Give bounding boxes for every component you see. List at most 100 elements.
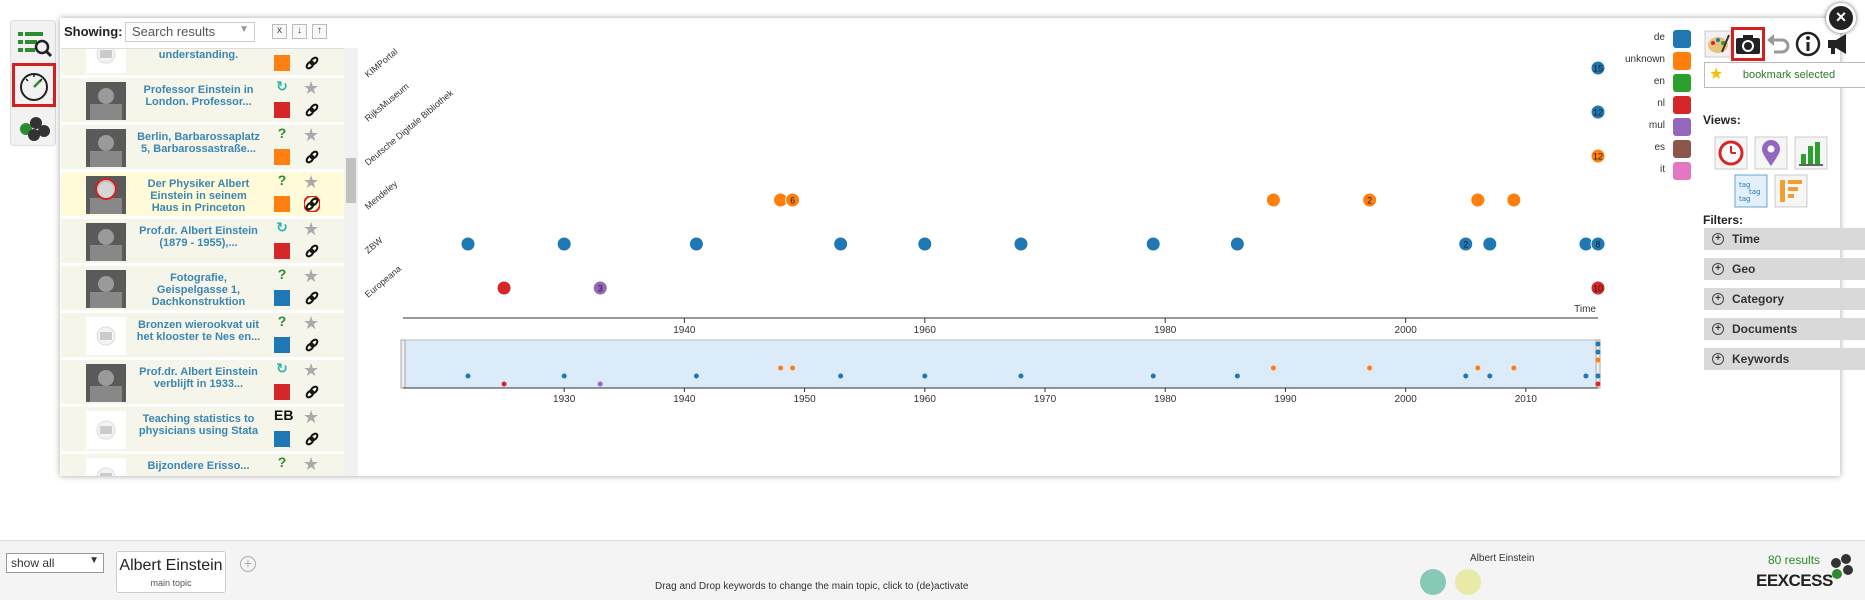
bookmark-star-icon[interactable]: ★ (303, 407, 320, 427)
clear-button[interactable]: x (272, 24, 287, 39)
geo-view-icon[interactable] (1754, 136, 1788, 170)
data-point[interactable] (917, 236, 933, 252)
info-icon[interactable] (1794, 30, 1822, 58)
result-title[interactable]: Bijzondere Erisso... (147, 460, 250, 472)
undo-icon[interactable] (1764, 30, 1792, 58)
show-all-select[interactable]: show all ▼ (6, 553, 104, 573)
result-title[interactable]: Prof.dr. Albert Einstein (1879 - 1955),.… (139, 225, 258, 249)
bookmark-star-icon[interactable]: ★ (303, 219, 320, 239)
result-title[interactable]: Fotografie, Geispelgasse 1, Dachkonstruk… (151, 272, 246, 308)
data-point[interactable] (1458, 236, 1474, 252)
result-title[interactable]: Professor Einstein in London. Professor.… (143, 84, 254, 108)
link-icon[interactable] (304, 337, 320, 353)
megaphone-icon[interactable] (1824, 30, 1852, 58)
result-title[interactable]: Berlin, Barbarossaplatz 5, Barbarossastr… (137, 131, 260, 155)
link-icon[interactable] (304, 243, 320, 259)
result-row[interactable]: Teaching statistics to physicians using … (61, 407, 344, 453)
legend-item[interactable]: mul (1600, 118, 1695, 140)
legend-item[interactable]: nl (1600, 96, 1695, 118)
result-row[interactable]: A plea for international understanding.?… (61, 49, 344, 77)
link-icon[interactable] (304, 149, 320, 165)
bookmark-star-icon[interactable]: ★ (303, 125, 320, 145)
main-topic-card[interactable]: Albert Einstein main topic (116, 551, 226, 593)
result-row[interactable]: Prof.dr. Albert Einstein (1879 - 1955),.… (61, 219, 344, 265)
add-topic-button[interactable]: + (240, 556, 256, 572)
camera-icon[interactable] (1731, 27, 1765, 61)
bookmark-star-icon[interactable]: ★ (303, 360, 320, 380)
brush-handle-left[interactable] (400, 339, 406, 389)
result-row[interactable]: Professor Einstein in London. Professor.… (61, 78, 344, 124)
showing-select[interactable]: Search results ▼ (125, 22, 255, 42)
ranking-view-icon[interactable] (1774, 174, 1808, 208)
filter-category[interactable]: + Category (1704, 288, 1865, 310)
filter-time[interactable]: + Time (1704, 228, 1865, 250)
data-point[interactable] (1590, 280, 1606, 296)
list-scrollbar-thumb[interactable] (346, 158, 356, 203)
link-icon[interactable] (304, 431, 320, 447)
result-title[interactable]: A plea for international understanding. (158, 49, 239, 61)
search-results-icon[interactable] (14, 24, 54, 64)
result-title[interactable]: Teaching statistics to physicians using … (138, 413, 259, 437)
timeline-view-icon[interactable] (1714, 136, 1748, 170)
data-point[interactable] (785, 192, 801, 208)
result-row[interactable]: Fotografie, Geispelgasse 1, Dachkonstruk… (61, 266, 344, 312)
result-title[interactable]: Der Physiker Albert Einstein in seinem H… (147, 178, 250, 214)
hexagon-cluster-icon[interactable] (14, 107, 54, 147)
data-point[interactable] (1590, 60, 1606, 76)
link-icon[interactable] (304, 102, 320, 118)
close-icon[interactable]: × (1826, 3, 1856, 33)
bookmark-star-icon[interactable]: ★ (303, 454, 320, 474)
data-point[interactable] (1470, 192, 1486, 208)
data-point[interactable] (1590, 236, 1606, 252)
link-icon[interactable] (304, 55, 320, 71)
link-icon[interactable] (303, 195, 321, 213)
tagcloud-view-icon[interactable]: tag tag tag (1734, 174, 1768, 208)
link-icon[interactable] (304, 384, 320, 400)
data-point[interactable] (1145, 236, 1161, 252)
legend-item[interactable]: unknown (1600, 52, 1695, 74)
data-point[interactable] (1482, 236, 1498, 252)
result-row[interactable]: Der Physiker Albert Einstein in seinem H… (61, 172, 344, 218)
bookmark-star-icon[interactable]: ★ (303, 49, 319, 52)
bookmark-star-icon[interactable]: ★ (303, 172, 320, 192)
bookmark-star-icon[interactable]: ★ (303, 78, 320, 98)
legend-item[interactable]: it (1600, 162, 1695, 184)
bookmark-star-icon[interactable]: ★ (303, 266, 320, 286)
bookmark-star-icon[interactable]: ★ (303, 313, 320, 333)
time-brush[interactable] (402, 339, 1599, 389)
data-point[interactable] (1590, 148, 1606, 164)
filter-documents[interactable]: + Documents (1704, 318, 1865, 340)
data-point[interactable] (460, 236, 476, 252)
result-row[interactable]: Prof.dr. Albert Einstein verblijft in 19… (61, 360, 344, 406)
bookmark-selected-button[interactable]: ★ bookmark selected (1704, 62, 1865, 88)
data-point[interactable] (1506, 192, 1522, 208)
result-row[interactable]: Berlin, Barbarossaplatz 5, Barbarossastr… (61, 125, 344, 171)
palette-icon[interactable] (1704, 30, 1732, 58)
filter-keywords[interactable]: + Keywords (1704, 348, 1865, 370)
data-point[interactable] (1265, 192, 1281, 208)
filter-geo[interactable]: + Geo (1704, 258, 1865, 280)
legend-item[interactable]: en (1600, 74, 1695, 96)
data-point[interactable] (688, 236, 704, 252)
result-row[interactable]: Bronzen wierookvat uit het klooster te N… (61, 313, 344, 359)
link-icon[interactable] (304, 290, 320, 306)
data-point[interactable] (496, 280, 512, 296)
sort-down-button[interactable]: ↓ (292, 24, 307, 39)
result-row[interactable]: Bijzondere Erisso...? ★ (61, 454, 344, 476)
data-point[interactable] (592, 280, 608, 296)
legend-item[interactable]: de (1600, 30, 1695, 52)
data-point[interactable] (556, 236, 572, 252)
barchart-view-icon[interactable] (1794, 136, 1828, 170)
sort-up-button[interactable]: ↑ (312, 24, 327, 39)
data-point[interactable] (1590, 104, 1606, 120)
list-scrollbar[interactable] (344, 48, 358, 476)
brush-handle-right[interactable] (1595, 339, 1601, 389)
dashboard-gauge-icon[interactable] (12, 63, 56, 107)
data-point[interactable] (1013, 236, 1029, 252)
keyword-bubble[interactable] (1455, 569, 1481, 595)
legend-item[interactable]: es (1600, 140, 1695, 162)
data-point[interactable] (1362, 192, 1378, 208)
keyword-bubble[interactable] (1420, 569, 1446, 595)
result-title[interactable]: Prof.dr. Albert Einstein verblijft in 19… (139, 366, 258, 390)
data-point[interactable] (833, 236, 849, 252)
